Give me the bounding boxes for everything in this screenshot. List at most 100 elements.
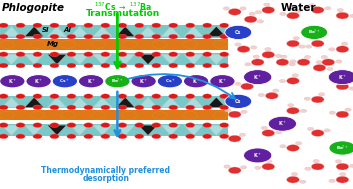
Circle shape: [84, 105, 93, 110]
Text: Ba$^{2+}$: Ba$^{2+}$: [308, 28, 321, 37]
Circle shape: [0, 112, 14, 119]
Text: Phlogopite: Phlogopite: [2, 3, 65, 13]
Circle shape: [276, 131, 282, 134]
Circle shape: [91, 41, 106, 48]
Circle shape: [340, 172, 346, 176]
Circle shape: [203, 52, 212, 57]
Circle shape: [335, 160, 342, 163]
Polygon shape: [47, 26, 67, 37]
Circle shape: [135, 34, 144, 39]
Circle shape: [251, 59, 264, 66]
Polygon shape: [70, 26, 89, 37]
Circle shape: [0, 63, 8, 68]
Circle shape: [152, 41, 167, 48]
Circle shape: [287, 77, 299, 84]
Circle shape: [84, 34, 93, 39]
Circle shape: [225, 109, 231, 112]
Circle shape: [67, 123, 76, 128]
Circle shape: [169, 94, 178, 99]
Polygon shape: [93, 97, 112, 108]
Text: desorption: desorption: [82, 174, 130, 183]
Circle shape: [50, 63, 59, 68]
Polygon shape: [184, 125, 203, 136]
Circle shape: [258, 93, 264, 97]
Circle shape: [311, 163, 324, 170]
Polygon shape: [207, 26, 226, 37]
Circle shape: [203, 123, 212, 128]
Circle shape: [101, 23, 110, 28]
Circle shape: [244, 148, 272, 163]
Circle shape: [84, 23, 93, 28]
Circle shape: [101, 34, 110, 39]
Circle shape: [30, 41, 45, 48]
Circle shape: [67, 34, 76, 39]
Text: K$^+$: K$^+$: [8, 77, 17, 86]
Circle shape: [228, 135, 241, 142]
Circle shape: [291, 172, 298, 176]
Circle shape: [118, 23, 127, 28]
Circle shape: [337, 9, 343, 12]
Circle shape: [261, 126, 268, 130]
Circle shape: [131, 74, 156, 88]
Bar: [0, 110, 228, 120]
Polygon shape: [2, 26, 21, 37]
Circle shape: [240, 166, 247, 169]
Circle shape: [186, 105, 195, 110]
Circle shape: [16, 94, 25, 99]
Circle shape: [329, 48, 335, 51]
Circle shape: [101, 63, 110, 68]
Circle shape: [220, 105, 229, 110]
Text: K$^+$: K$^+$: [278, 119, 287, 128]
Circle shape: [304, 55, 311, 59]
Circle shape: [336, 163, 349, 170]
Text: Cs: Cs: [235, 99, 241, 104]
Circle shape: [329, 179, 335, 183]
Circle shape: [135, 94, 144, 99]
Circle shape: [224, 165, 230, 168]
Polygon shape: [24, 97, 44, 108]
Polygon shape: [138, 97, 158, 108]
Circle shape: [16, 34, 25, 39]
Circle shape: [311, 37, 318, 40]
Circle shape: [33, 94, 42, 99]
Circle shape: [203, 23, 212, 28]
Circle shape: [223, 134, 229, 137]
Circle shape: [313, 64, 326, 71]
Circle shape: [0, 94, 8, 99]
Circle shape: [84, 52, 93, 57]
Circle shape: [203, 134, 212, 139]
Circle shape: [118, 123, 127, 128]
Circle shape: [135, 105, 144, 110]
Circle shape: [186, 63, 195, 68]
Polygon shape: [93, 125, 112, 136]
Circle shape: [78, 74, 104, 88]
Circle shape: [324, 129, 330, 132]
Bar: [0, 39, 228, 50]
Circle shape: [33, 52, 42, 57]
Circle shape: [223, 7, 229, 10]
Circle shape: [169, 123, 178, 128]
Circle shape: [26, 74, 51, 88]
Circle shape: [329, 141, 353, 155]
Text: Ba$^{2+}$: Ba$^{2+}$: [336, 143, 349, 153]
Circle shape: [16, 52, 25, 57]
Polygon shape: [138, 26, 158, 37]
Circle shape: [169, 52, 178, 57]
Circle shape: [118, 34, 127, 39]
Polygon shape: [47, 54, 67, 65]
Circle shape: [276, 59, 289, 66]
Circle shape: [241, 83, 253, 90]
Circle shape: [329, 111, 335, 114]
Circle shape: [290, 60, 296, 63]
Circle shape: [0, 134, 8, 139]
Circle shape: [311, 130, 324, 136]
Circle shape: [265, 92, 278, 99]
Circle shape: [203, 105, 212, 110]
Circle shape: [118, 52, 127, 57]
Circle shape: [0, 41, 14, 48]
Circle shape: [289, 63, 295, 66]
Polygon shape: [207, 125, 226, 136]
Circle shape: [50, 105, 59, 110]
Circle shape: [341, 79, 347, 83]
Circle shape: [152, 123, 161, 128]
